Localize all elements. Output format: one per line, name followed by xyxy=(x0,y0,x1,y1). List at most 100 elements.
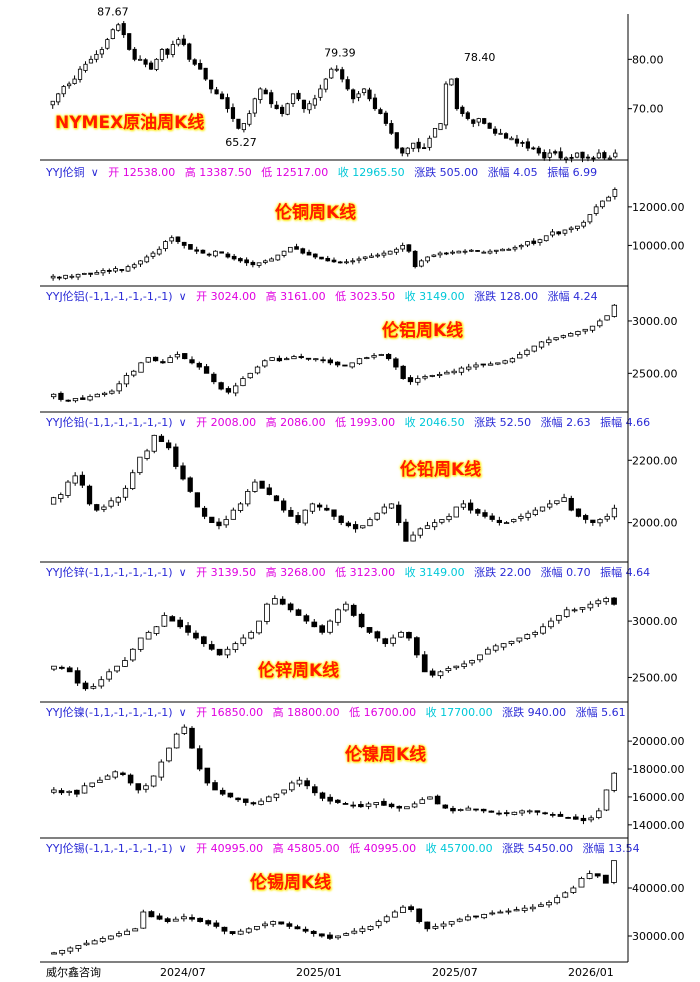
candle-body xyxy=(256,620,262,634)
header-amp: 振幅 4.66 xyxy=(600,416,651,429)
x-tick-label: 2026/01 xyxy=(568,966,614,979)
candle-body xyxy=(56,93,61,103)
candle-body xyxy=(612,189,618,197)
candle-body xyxy=(144,256,150,263)
candle-body xyxy=(520,142,525,144)
candle-body xyxy=(411,803,418,808)
dropdown-chevron-icon[interactable]: ∨ xyxy=(178,566,187,579)
candle-body xyxy=(99,938,106,942)
candle-body xyxy=(489,515,495,520)
candle-body xyxy=(104,775,111,780)
candle-body xyxy=(446,515,452,521)
candle-body xyxy=(406,631,412,639)
candle-body xyxy=(611,507,618,518)
dropdown-chevron-icon[interactable]: ∨ xyxy=(178,842,187,855)
candle-body xyxy=(122,660,128,667)
candle-body xyxy=(225,97,230,110)
candle-body xyxy=(532,509,538,515)
candle-body xyxy=(503,133,509,139)
candle-body xyxy=(138,362,144,373)
candle-body xyxy=(556,231,562,235)
candle-body xyxy=(306,251,312,256)
candle-body xyxy=(596,810,602,818)
header-lead: YYJ伦铅(-1,1,-1,-1,-1,-1) ∨ 开 2008.00 高 208… xyxy=(46,414,656,430)
candle-body xyxy=(372,97,378,110)
candle-body xyxy=(91,940,98,945)
candle-body xyxy=(132,928,139,932)
candle-body xyxy=(72,398,79,402)
candle-body xyxy=(112,771,119,778)
candle-body xyxy=(137,456,143,474)
candle-body xyxy=(597,519,603,524)
candle-body xyxy=(554,500,560,504)
header-pct: 涨幅 0.70 xyxy=(540,566,591,579)
candle-body xyxy=(148,62,154,70)
candle-body xyxy=(437,671,444,677)
header-low: 低 1993.00 xyxy=(335,416,396,429)
candle-body xyxy=(565,817,571,819)
candle-body xyxy=(185,625,191,633)
candle-body xyxy=(343,933,350,936)
dropdown-chevron-icon[interactable]: ∨ xyxy=(178,416,187,429)
candle-body xyxy=(131,264,137,268)
candle-body xyxy=(198,62,203,70)
candle-body xyxy=(74,789,80,795)
candle-body xyxy=(230,107,236,119)
candle-body xyxy=(310,930,317,935)
header-copper: YYJ伦铜 ∨ 开 12538.00 高 13387.50 低 12517.00 … xyxy=(46,164,603,180)
candle-body xyxy=(152,356,159,362)
candle-body xyxy=(189,359,195,364)
candle-body xyxy=(236,118,241,129)
candle-body xyxy=(156,915,163,920)
candle-body xyxy=(424,525,431,529)
candle-body xyxy=(312,786,318,794)
candle-body xyxy=(381,800,387,806)
dropdown-chevron-icon[interactable]: ∨ xyxy=(178,706,187,719)
candle-body xyxy=(547,152,552,158)
candle-body xyxy=(271,598,278,605)
candle-body xyxy=(224,648,231,656)
candle-body xyxy=(371,355,377,358)
candle-body xyxy=(327,620,333,633)
candle-body xyxy=(400,906,406,913)
candle-body xyxy=(521,907,528,911)
candle-body xyxy=(99,49,104,55)
header-close: 收 3149.00 xyxy=(404,290,465,303)
candle-body xyxy=(514,138,520,144)
candle-body xyxy=(502,360,508,364)
candle-body xyxy=(203,67,208,80)
dropdown-chevron-icon[interactable]: ∨ xyxy=(90,166,99,179)
candle-body xyxy=(158,761,165,778)
candle-body xyxy=(244,259,249,264)
candle-body xyxy=(72,475,78,484)
candle-body xyxy=(298,356,304,359)
candle-body xyxy=(295,515,301,524)
candle-body xyxy=(237,503,244,511)
candle-body xyxy=(562,229,568,234)
candle-body xyxy=(65,399,71,402)
candle-body xyxy=(169,237,175,242)
dropdown-chevron-icon[interactable]: ∨ xyxy=(178,290,187,303)
candle-body xyxy=(543,235,549,242)
panel-title-copper: 伦铜周K线 xyxy=(275,203,357,223)
candle-body xyxy=(503,522,510,525)
candle-body xyxy=(548,620,554,628)
candle-body xyxy=(373,802,379,806)
candle-body xyxy=(427,137,432,148)
candle-body xyxy=(196,748,203,770)
candle-body xyxy=(337,261,343,264)
candle-body xyxy=(540,626,546,634)
candle-body xyxy=(212,782,218,791)
candle-body xyxy=(89,782,95,787)
candle-body xyxy=(342,603,349,611)
candle-body xyxy=(342,364,348,367)
candle-body xyxy=(416,141,421,149)
y-tick-label: 40000.00 xyxy=(632,882,685,895)
candle-body xyxy=(58,494,64,500)
candle-body xyxy=(555,615,562,621)
candle-body xyxy=(532,631,539,635)
candle-body xyxy=(613,152,618,158)
candle-body xyxy=(497,911,504,914)
candle-body xyxy=(237,930,244,935)
candle-body xyxy=(75,945,82,950)
